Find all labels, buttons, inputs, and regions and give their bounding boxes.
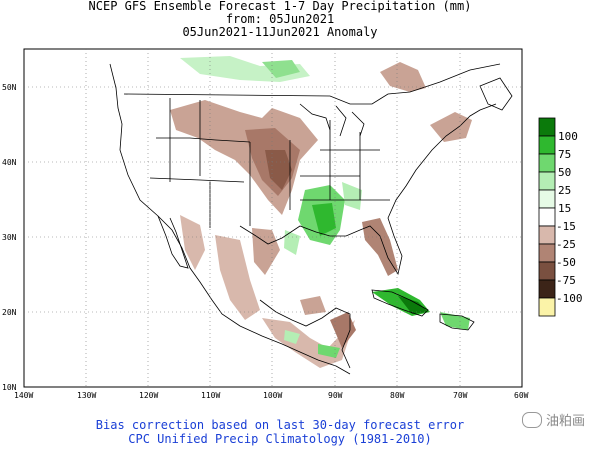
legend-value-15: 15 xyxy=(558,202,571,215)
wechat-icon xyxy=(521,411,542,428)
footer-line-2: CPC Unified Precip Climatology (1981-201… xyxy=(128,432,432,446)
watermark: 油粕画 xyxy=(521,410,585,429)
legend-value-75: 75 xyxy=(558,148,571,161)
footer-line-1: Bias correction based on last 30-day for… xyxy=(95,418,465,432)
lon-label-90w: 90W xyxy=(328,391,343,400)
legend-swatch-minus50 xyxy=(538,261,556,281)
legend-value-100: 100 xyxy=(558,130,578,143)
title-line-2: from: 05Jun2021 xyxy=(225,12,335,26)
legend-swatch-minus75 xyxy=(538,279,556,299)
legend-swatch-minus15 xyxy=(538,225,556,245)
lat-label-50n: 50N xyxy=(2,83,17,92)
title-line-1: NCEP GFS Ensemble Forecast 1-7 Day Preci… xyxy=(88,0,472,13)
lat-label-30n: 30N xyxy=(2,233,17,242)
watermark-text: 油粕画 xyxy=(545,414,585,429)
lon-label-110w: 110W xyxy=(201,391,220,400)
legend-value-minus100: -100 xyxy=(556,292,583,305)
lon-label-130w: 130W xyxy=(77,391,96,400)
graticule xyxy=(24,49,522,387)
lon-label-100w: 100W xyxy=(263,391,282,400)
lat-label-20n: 20N xyxy=(2,308,17,317)
coastlines-and-borders xyxy=(109,63,513,375)
lat-label-40n: 40N xyxy=(2,158,17,167)
legend-value-minus15: -15 xyxy=(556,220,576,233)
legend-swatch-100 xyxy=(538,117,556,137)
lon-label-60w: 60W xyxy=(514,391,529,400)
legend-swatch-neutral xyxy=(538,207,556,227)
legend-swatch-25 xyxy=(538,171,556,191)
legend-swatch-minus100 xyxy=(538,297,556,317)
lon-label-120w: 120W xyxy=(139,391,158,400)
lon-label-80w: 80W xyxy=(390,391,405,400)
legend-value-minus25: -25 xyxy=(556,238,576,251)
legend-value-50: 50 xyxy=(558,166,571,179)
legend-swatch-15 xyxy=(538,189,556,209)
legend-value-minus75: -75 xyxy=(556,274,576,287)
lon-label-70w: 70W xyxy=(453,391,468,400)
legend-value-minus50: -50 xyxy=(556,256,576,269)
legend-swatch-minus25 xyxy=(538,243,556,263)
legend-swatch-50 xyxy=(538,153,556,173)
legend-value-25: 25 xyxy=(558,184,571,197)
anomaly-layer xyxy=(170,56,472,368)
map-frame xyxy=(23,48,523,388)
title-line-3: 05Jun2021-11Jun2021 Anomaly xyxy=(182,25,378,39)
legend-swatch-75 xyxy=(538,135,556,155)
legend-colorbar: 100 75 50 25 15 -15 -25 -50 -75 -100 xyxy=(538,117,583,317)
lat-label-10n: 10N xyxy=(2,383,17,392)
lon-label-140w: 140W xyxy=(14,391,33,400)
